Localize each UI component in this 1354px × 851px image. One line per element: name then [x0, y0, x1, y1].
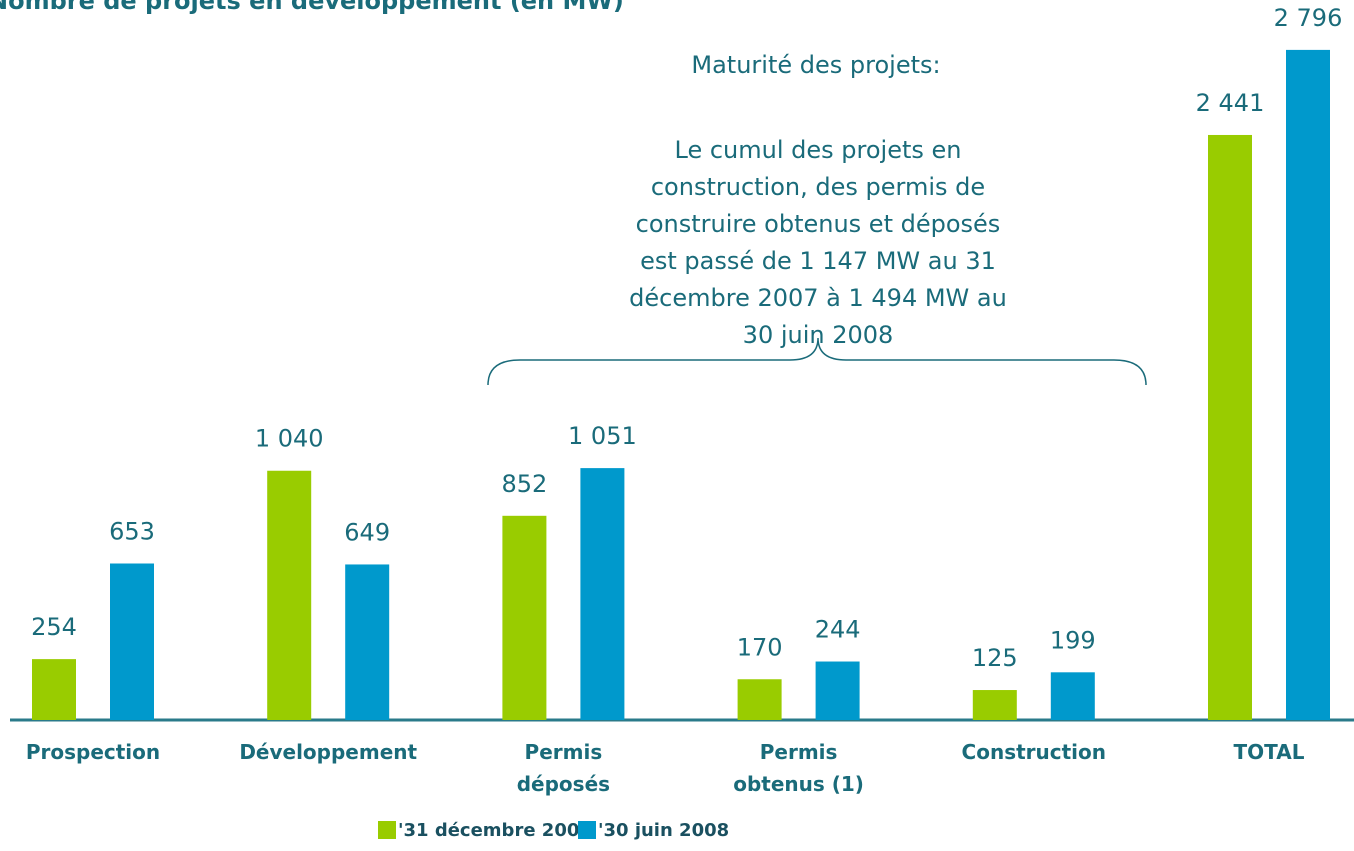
x-tick-label: Prospection	[26, 740, 160, 764]
annotation-heading: Maturité des projets:	[691, 51, 940, 79]
annotation-line: construction, des permis de	[651, 173, 985, 201]
legend-label: '31 décembre 2007	[398, 820, 592, 841]
value-label: 2 441	[1196, 89, 1265, 117]
x-tick-label-line: obtenus (1)	[733, 772, 864, 796]
x-tick-label: Permis obtenus (1)	[733, 740, 864, 796]
bar	[345, 564, 390, 720]
x-tick-label-line: TOTAL	[1234, 740, 1305, 764]
chart-title: Nombre de projets en développement (en M…	[0, 0, 624, 15]
annotation-line: est passé de 1 147 MW au 31	[640, 247, 996, 275]
bar	[1286, 49, 1330, 721]
annotation-line: construire obtenus et déposés	[636, 210, 1001, 238]
x-tick-label-line: Prospection	[26, 740, 160, 764]
x-tick-label-line: déposés	[517, 772, 610, 796]
bar	[1208, 134, 1252, 721]
value-label: 199	[1050, 626, 1096, 654]
value-label: 653	[109, 517, 155, 545]
bar	[502, 515, 547, 720]
value-label: 244	[815, 616, 861, 644]
annotation-line: Le cumul des projets en	[675, 136, 962, 164]
bar	[110, 563, 154, 720]
legend-swatch	[578, 821, 596, 839]
value-label: 649	[344, 518, 390, 546]
bar	[737, 679, 782, 720]
x-tick-label-line: Développement	[239, 740, 417, 764]
bar	[972, 690, 1017, 720]
brace	[487, 337, 1147, 386]
bar	[32, 659, 76, 720]
value-label: 254	[31, 613, 77, 641]
value-label: 125	[972, 644, 1018, 672]
value-label: 852	[501, 470, 547, 498]
bar	[815, 661, 860, 720]
bar	[267, 470, 312, 720]
x-tick-label: Développement	[239, 740, 417, 764]
value-label: 2 796	[1274, 4, 1343, 32]
x-tick-label-line: Permis	[525, 740, 603, 764]
legend-swatch	[378, 821, 396, 839]
value-label: 1 040	[255, 425, 324, 453]
annotation-line: décembre 2007 à 1 494 MW au	[629, 284, 1007, 312]
x-tick-label-line: Construction	[962, 740, 1106, 764]
x-tick-label: TOTAL	[1234, 740, 1305, 764]
bar	[580, 468, 625, 720]
legend-label: '30 juin 2008	[598, 820, 729, 841]
value-label: 170	[737, 633, 783, 661]
x-tick-label: Permis déposés	[517, 740, 610, 796]
annotation-line: 30 juin 2008	[743, 321, 894, 349]
bar	[1050, 672, 1095, 720]
x-tick-label: Construction	[962, 740, 1106, 764]
value-label: 1 051	[568, 422, 637, 450]
x-tick-label-line: Permis	[760, 740, 838, 764]
